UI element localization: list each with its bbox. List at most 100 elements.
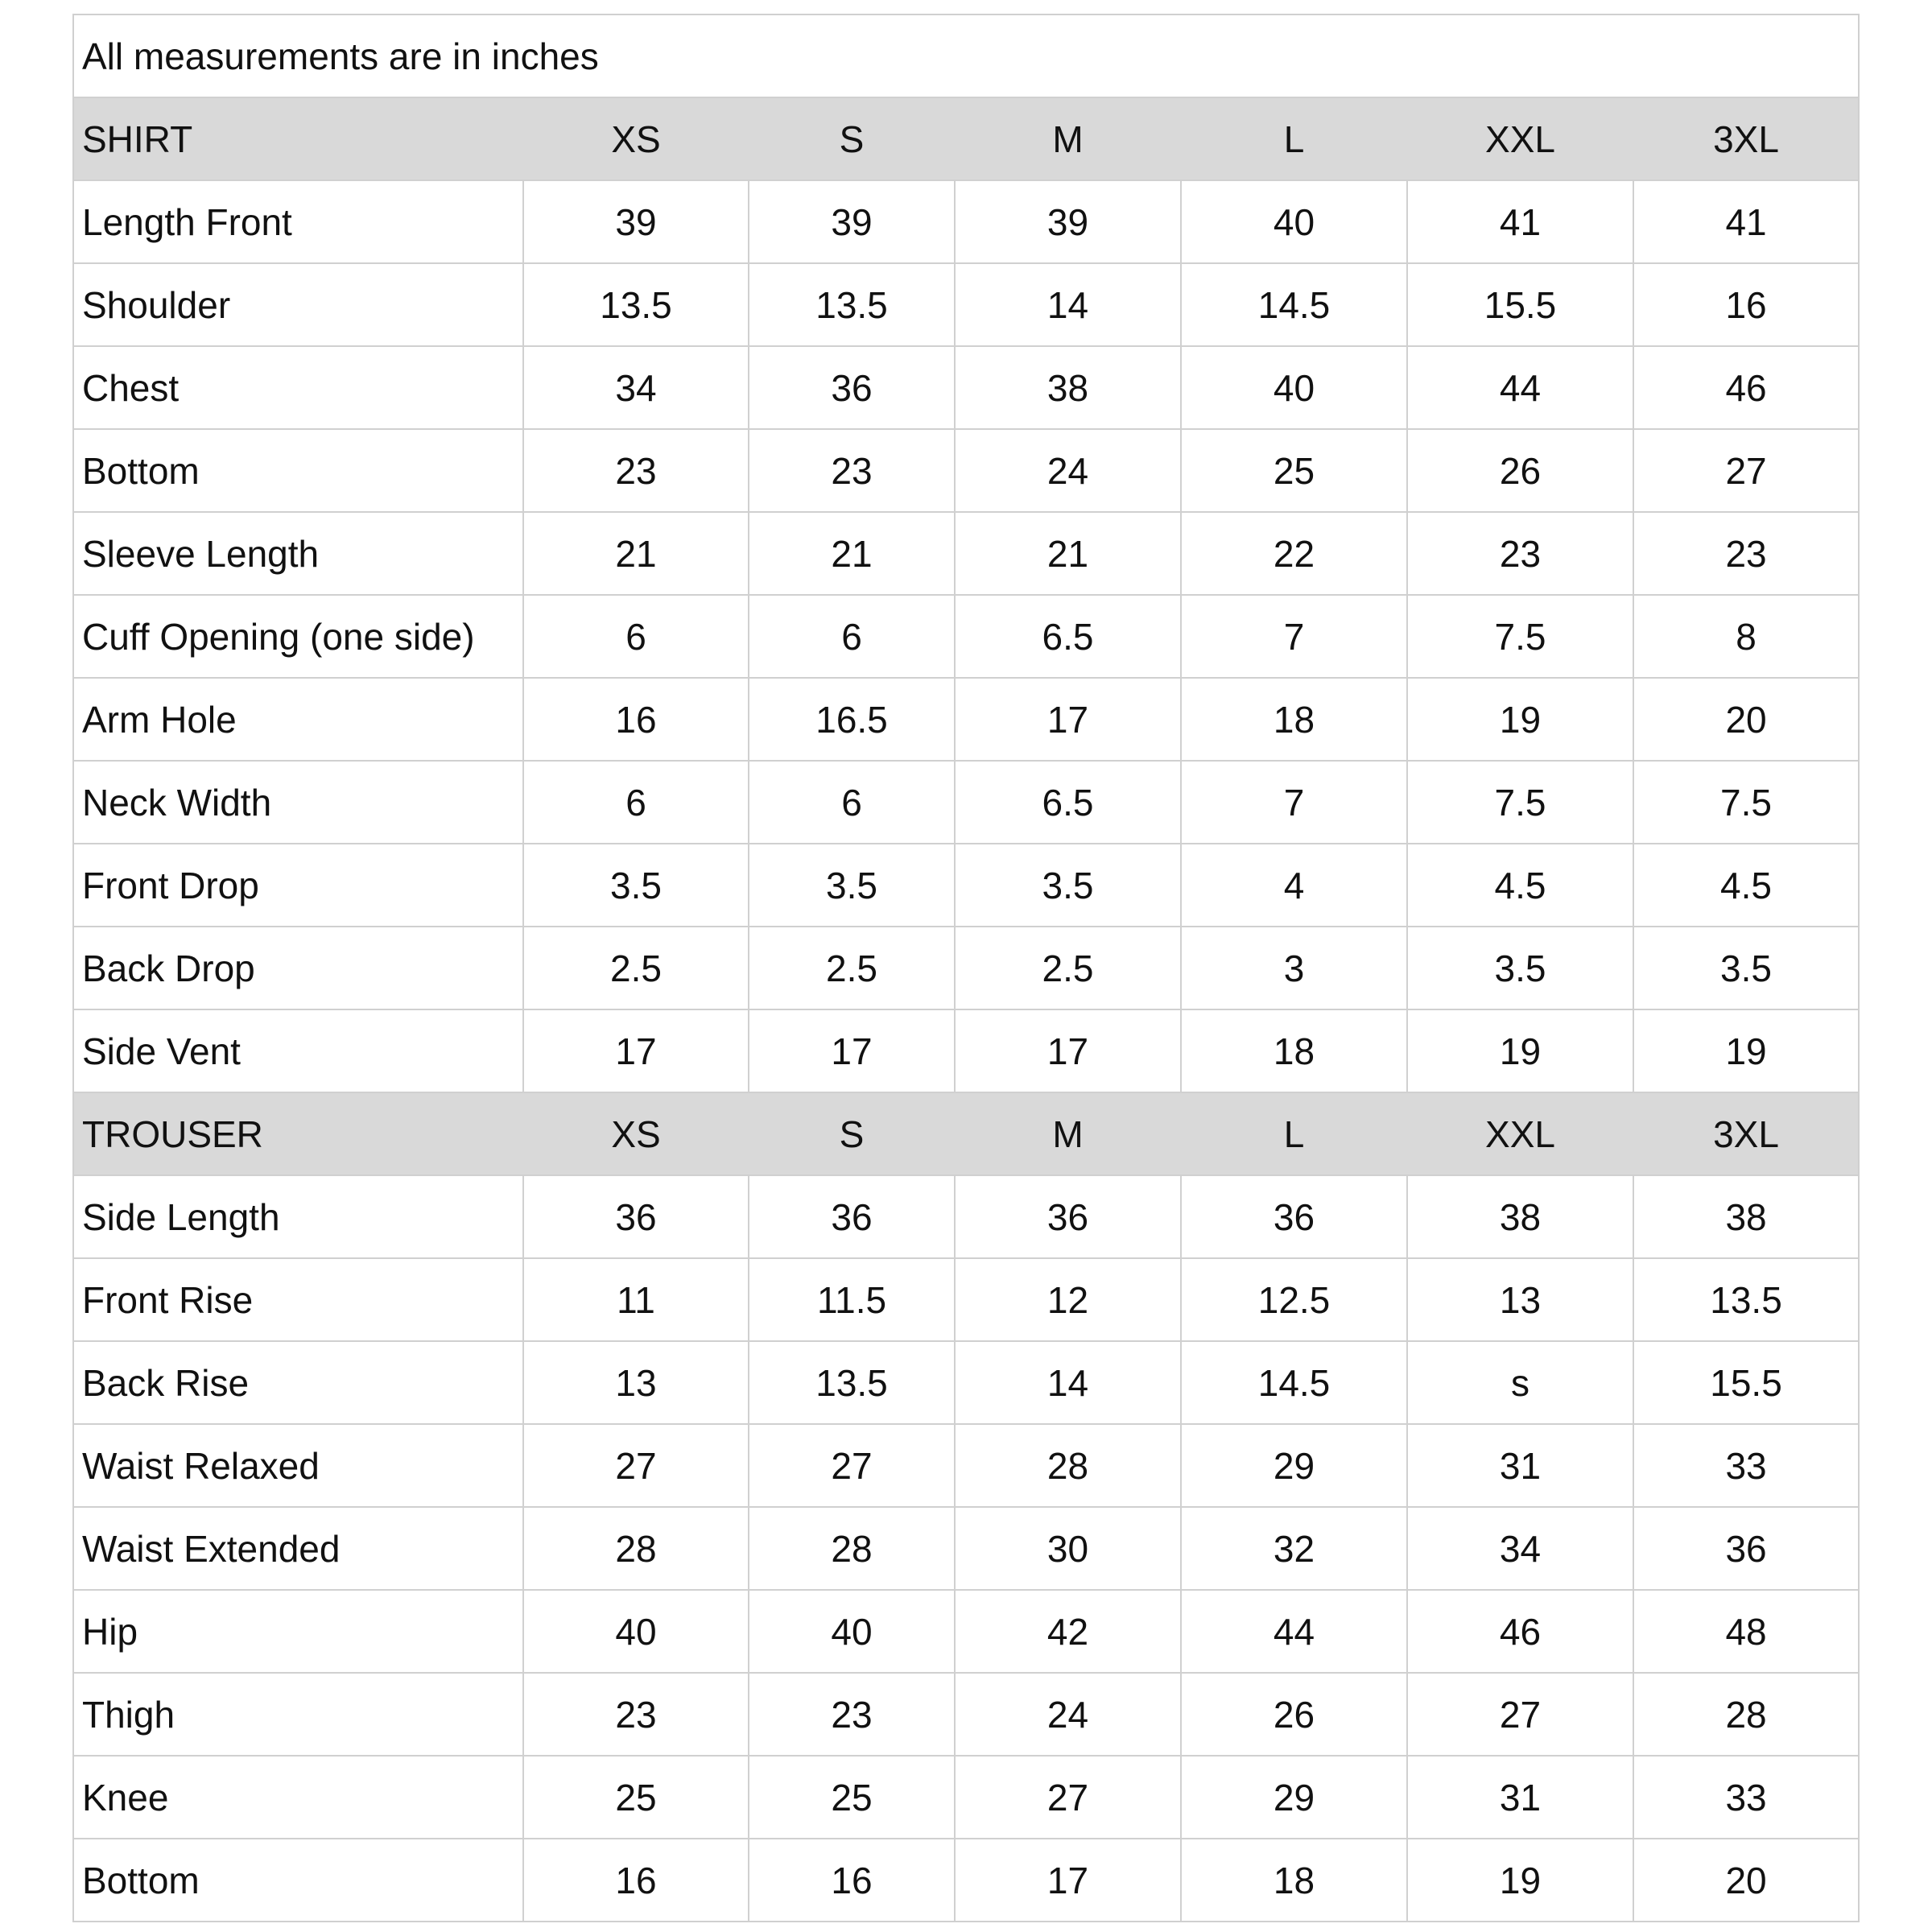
measurement-value: 21 — [522, 511, 749, 596]
measurement-value: 25 — [1180, 428, 1408, 513]
measurement-row: Waist Relaxed 27 27 28 29 31 33 — [72, 1423, 1860, 1508]
measurement-row: Side Length 36 36 36 36 38 38 — [72, 1174, 1860, 1259]
size-label: 3XL — [1632, 1092, 1860, 1176]
measurement-value: 27 — [954, 1755, 1182, 1839]
measurement-value: 6 — [748, 760, 956, 844]
measurement-name: Thigh — [72, 1672, 524, 1757]
measurement-row: Knee 25 25 27 29 31 33 — [72, 1755, 1860, 1839]
measurement-value: 33 — [1632, 1755, 1860, 1839]
section-title: TROUSER — [72, 1092, 524, 1176]
measurement-value: 21 — [748, 511, 956, 596]
measurement-value: 23 — [522, 428, 749, 513]
measurement-value: 31 — [1406, 1755, 1634, 1839]
measurement-row: Waist Extended 28 28 30 32 34 36 — [72, 1506, 1860, 1591]
measurement-name: Waist Extended — [72, 1506, 524, 1591]
measurement-value: 38 — [1406, 1174, 1634, 1259]
size-chart: All measurements are in inches SHIRT XS S M… — [72, 14, 1860, 1922]
measurement-value: 18 — [1180, 677, 1408, 762]
measurement-value: 32 — [1180, 1506, 1408, 1591]
measurement-value: 39 — [748, 180, 956, 264]
measurement-value: 39 — [954, 180, 1182, 264]
measurement-row: Thigh 23 23 24 26 27 28 — [72, 1672, 1860, 1757]
measurement-value: 15.5 — [1406, 262, 1634, 347]
measurement-value: 11 — [522, 1257, 749, 1342]
measurement-value: 14 — [954, 262, 1182, 347]
measurement-value: 24 — [954, 1672, 1182, 1757]
size-label: M — [954, 1092, 1182, 1176]
measurement-value: 3 — [1180, 926, 1408, 1010]
measurement-value: 40 — [1180, 180, 1408, 264]
size-label: L — [1180, 1092, 1408, 1176]
measurement-name: Front Rise — [72, 1257, 524, 1342]
size-label: 3XL — [1632, 97, 1860, 181]
measurement-value: 14.5 — [1180, 262, 1408, 347]
measurement-value: 7.5 — [1406, 594, 1634, 679]
measurement-value: 16 — [1632, 262, 1860, 347]
measurement-name: Knee — [72, 1755, 524, 1839]
measurement-value: 28 — [954, 1423, 1182, 1508]
measurement-value: 38 — [954, 345, 1182, 430]
measurement-name: Bottom — [72, 428, 524, 513]
measurement-value: 25 — [522, 1755, 749, 1839]
measurement-value: 38 — [1632, 1174, 1860, 1259]
measurement-row: Neck Width 6 6 6.5 7 7.5 7.5 — [72, 760, 1860, 844]
measurement-value: 41 — [1406, 180, 1634, 264]
measurement-value: 17 — [522, 1009, 749, 1093]
measurement-value: 36 — [748, 1174, 956, 1259]
measurement-value: 28 — [748, 1506, 956, 1591]
measurement-value: 19 — [1406, 1009, 1634, 1093]
measurement-value: 26 — [1180, 1672, 1408, 1757]
measurement-value: 15.5 — [1632, 1340, 1860, 1425]
measurement-value: 40 — [522, 1589, 749, 1674]
measurement-value: 46 — [1632, 345, 1860, 430]
measurement-row: Front Drop 3.5 3.5 3.5 4 4.5 4.5 — [72, 843, 1860, 927]
measurement-value: 8 — [1632, 594, 1860, 679]
measurement-value: 27 — [1632, 428, 1860, 513]
measurement-value: 34 — [1406, 1506, 1634, 1591]
measurement-name: Waist Relaxed — [72, 1423, 524, 1508]
measurement-value: 16.5 — [748, 677, 956, 762]
measurement-value: 36 — [1180, 1174, 1408, 1259]
measurement-value: 16 — [522, 677, 749, 762]
measurement-value: 16 — [522, 1838, 749, 1922]
measurement-value: 20 — [1632, 1838, 1860, 1922]
measurement-value: 2.5 — [748, 926, 956, 1010]
measurement-value: 3.5 — [1406, 926, 1634, 1010]
measurement-value: 24 — [954, 428, 1182, 513]
measurement-value: 44 — [1180, 1589, 1408, 1674]
measurement-value: 36 — [522, 1174, 749, 1259]
measurement-row: Shoulder 13.5 13.5 14 14.5 15.5 16 — [72, 262, 1860, 347]
measurement-value: 39 — [522, 180, 749, 264]
measurement-value: 23 — [1406, 511, 1634, 596]
measurement-value: 14 — [954, 1340, 1182, 1425]
measurement-value: 19 — [1406, 677, 1634, 762]
measurement-value: 14.5 — [1180, 1340, 1408, 1425]
section-title: SHIRT — [72, 97, 524, 181]
measurement-value: 12.5 — [1180, 1257, 1408, 1342]
measurement-name: Cuff Opening (one side) — [72, 594, 524, 679]
measurement-value: 34 — [522, 345, 749, 430]
measurement-value: 36 — [1632, 1506, 1860, 1591]
section-header-row: TROUSER XS S M L XXL 3XL — [72, 1092, 1860, 1176]
measurement-value: 2.5 — [522, 926, 749, 1010]
measurement-value: 19 — [1632, 1009, 1860, 1093]
size-label: S — [748, 1092, 956, 1176]
measurement-value: 23 — [522, 1672, 749, 1757]
measurement-value: 4 — [1180, 843, 1408, 927]
measurement-value: 33 — [1632, 1423, 1860, 1508]
measurement-value: 7.5 — [1632, 760, 1860, 844]
measurement-value: 28 — [1632, 1672, 1860, 1757]
measurement-value: 18 — [1180, 1838, 1408, 1922]
measurement-value: 27 — [522, 1423, 749, 1508]
measurement-value: 7 — [1180, 760, 1408, 844]
measurement-value: 3.5 — [954, 843, 1182, 927]
measurement-row: Hip 40 40 42 44 46 48 — [72, 1589, 1860, 1674]
measurement-row: Length Front 39 39 39 40 41 41 — [72, 180, 1860, 264]
measurement-value: 17 — [954, 677, 1182, 762]
measurement-value: 13.5 — [748, 1340, 956, 1425]
measurement-row: Side Vent 17 17 17 18 19 19 — [72, 1009, 1860, 1093]
measurement-row: Back Drop 2.5 2.5 2.5 3 3.5 3.5 — [72, 926, 1860, 1010]
size-label: XS — [522, 97, 749, 181]
measurement-value: 6 — [522, 760, 749, 844]
size-label: XXL — [1406, 97, 1634, 181]
